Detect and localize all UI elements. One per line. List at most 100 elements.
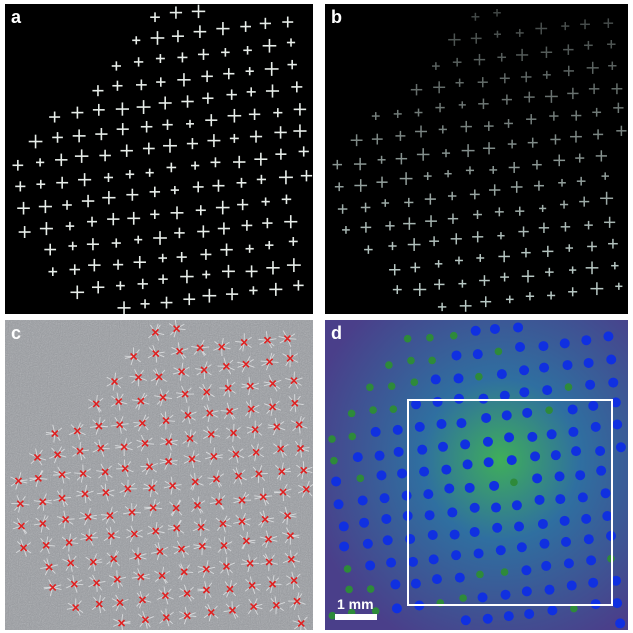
red-marker — [116, 421, 124, 429]
cross-mark — [360, 222, 372, 233]
blue-dot — [428, 554, 439, 565]
red-marker — [115, 397, 123, 406]
green-dot — [459, 594, 467, 602]
red-marker — [300, 466, 308, 474]
red-marker — [62, 515, 70, 524]
red-marker — [290, 576, 298, 585]
red-marker — [265, 558, 273, 566]
red-marker — [188, 455, 196, 463]
cross-mark — [140, 299, 150, 309]
blue-dot — [499, 390, 510, 401]
blue-dot — [561, 536, 572, 547]
red-marker — [248, 581, 256, 590]
cross-mark — [563, 44, 574, 55]
panel-d-detected-dots: d 1 mm — [325, 320, 628, 630]
cross-mark — [540, 46, 553, 58]
blue-dot — [447, 507, 458, 518]
red-marker — [212, 475, 220, 483]
cross-mark — [136, 100, 151, 115]
cross-mark — [395, 152, 408, 165]
cross-mark — [608, 61, 617, 70]
cross-mark — [371, 133, 383, 145]
cross-mark — [616, 125, 627, 136]
green-dot — [389, 405, 398, 413]
cross-mark — [278, 170, 293, 185]
cross-mark — [62, 200, 72, 210]
blue-dot — [431, 574, 442, 585]
cross-mark — [282, 16, 294, 28]
cross-mark — [210, 157, 221, 168]
cross-mark — [539, 204, 547, 213]
cross-mark — [337, 204, 348, 214]
red-marker — [206, 409, 214, 417]
cross-mark — [197, 225, 210, 238]
red-marker — [232, 450, 240, 458]
red-marker — [197, 523, 205, 531]
cross-mark — [508, 161, 520, 173]
red-marker — [202, 565, 210, 573]
blue-dot — [506, 455, 517, 466]
cross-mark — [72, 129, 86, 143]
blue-dot — [519, 365, 530, 376]
cross-mark — [472, 231, 484, 243]
cross-mark — [505, 295, 514, 304]
blue-dot — [541, 560, 552, 571]
cross-mark — [342, 226, 350, 234]
red-marker — [210, 452, 218, 461]
cross-mark — [499, 73, 510, 84]
cross-mark — [448, 33, 461, 46]
red-marker — [93, 579, 101, 587]
blue-dot — [489, 323, 500, 334]
cross-mark — [399, 172, 413, 185]
cross-mark — [410, 83, 423, 96]
cross-mark — [155, 54, 165, 64]
cross-mark — [608, 238, 618, 249]
blue-dot — [417, 444, 428, 455]
red-marker — [128, 508, 136, 516]
blue-dot — [542, 385, 553, 396]
cross-mark — [150, 12, 160, 23]
cross-mark — [354, 179, 368, 192]
red-marker — [284, 512, 292, 520]
red-marker — [184, 411, 192, 419]
cross-mark — [112, 259, 124, 270]
cross-mark — [160, 296, 173, 309]
cross-mark — [542, 245, 554, 257]
blue-dot — [460, 439, 471, 450]
cross-mark — [126, 188, 139, 201]
cross-mark — [212, 179, 225, 192]
cross-mark — [447, 213, 459, 224]
cross-mark — [425, 215, 437, 228]
cross-mark — [510, 181, 523, 193]
cross-mark — [526, 114, 537, 125]
cross-mark — [504, 119, 513, 128]
blue-dot — [473, 548, 484, 559]
red-marker — [296, 444, 305, 453]
red-marker — [207, 430, 215, 438]
blue-dot — [352, 452, 363, 463]
red-marker — [286, 354, 294, 362]
red-marker — [207, 608, 215, 617]
green-dot — [545, 406, 553, 414]
cross-mark — [99, 149, 111, 162]
cross-mark — [127, 211, 141, 225]
blue-dot — [462, 459, 473, 470]
cross-mark — [186, 119, 195, 128]
cross-mark — [125, 169, 135, 179]
blue-dot — [513, 322, 524, 333]
cross-mark — [293, 103, 307, 116]
cross-mark — [281, 194, 292, 205]
red-marker — [283, 334, 291, 343]
blue-dot — [410, 578, 421, 589]
blue-dot — [590, 421, 601, 432]
cross-mark — [241, 220, 253, 231]
blue-dot — [501, 410, 512, 421]
cross-mark — [202, 92, 214, 104]
red-marker — [178, 368, 186, 376]
red-marker — [124, 485, 132, 493]
blue-dot — [610, 397, 621, 408]
blue-dot — [477, 592, 488, 603]
cross-mark — [288, 236, 298, 246]
blue-dot — [586, 555, 597, 566]
blue-dot — [563, 558, 574, 569]
